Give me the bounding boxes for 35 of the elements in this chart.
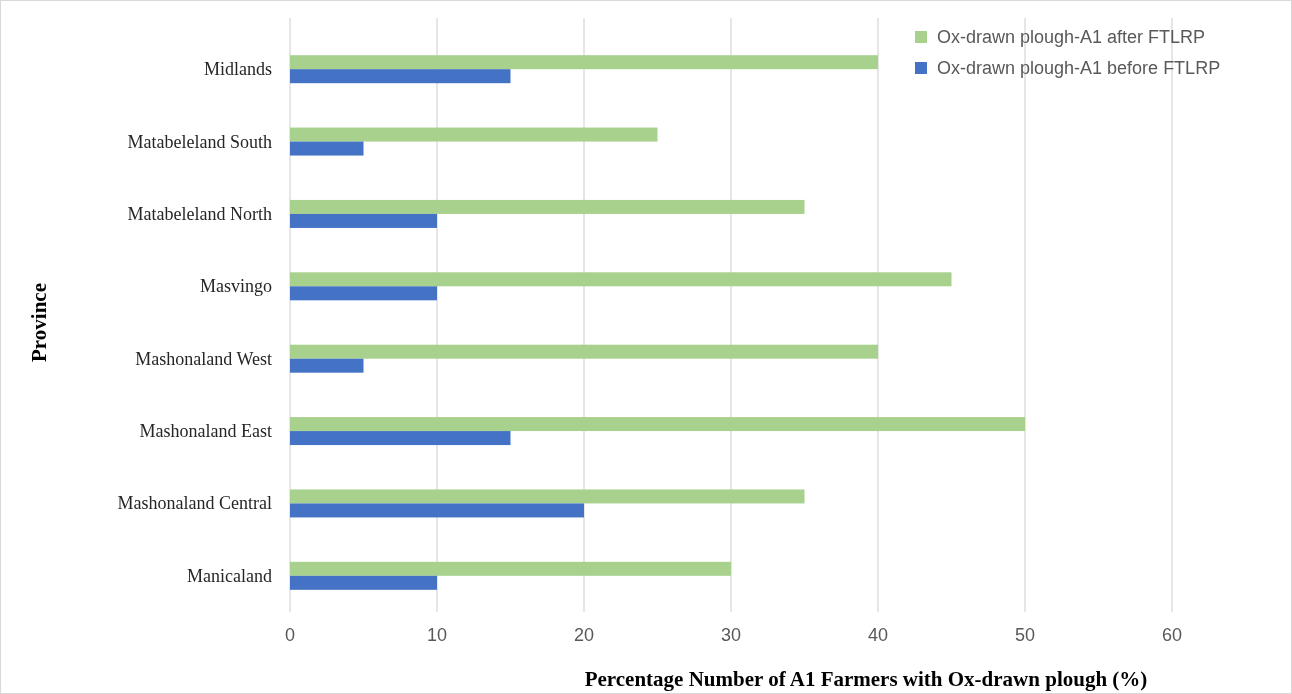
bar <box>290 489 805 504</box>
legend-label: Ox-drawn plough-A1 after FTLRP <box>937 27 1206 47</box>
bar <box>290 503 584 518</box>
bar <box>290 141 364 156</box>
x-tick-label: 10 <box>426 625 448 645</box>
y-tick-label: Mashonaland East <box>139 421 272 442</box>
y-tick-label: Manicaland <box>187 565 272 586</box>
y-tick-label: Mashonaland West <box>135 348 272 369</box>
y-tick-label: Midlands <box>203 59 272 80</box>
legend-label: Ox-drawn plough-A1 before FTLRP <box>937 58 1221 78</box>
bar <box>290 575 437 590</box>
y-tick-label: Matabeleland North <box>127 203 272 224</box>
x-axis-title: Percentage Number of A1 Farmers with Ox-drawn plough (%) <box>584 667 1148 691</box>
bar <box>290 199 805 214</box>
x-tick-label: 50 <box>1014 625 1036 645</box>
x-tick-label: 40 <box>867 625 889 645</box>
x-tick-label: 30 <box>720 625 742 645</box>
bar <box>290 55 878 70</box>
bar <box>290 69 511 84</box>
bar <box>290 213 437 228</box>
bar <box>290 272 952 287</box>
bar <box>290 286 437 301</box>
x-tick-label: 0 <box>284 625 296 645</box>
bar <box>290 561 731 576</box>
y-tick-label: Mashonaland Central <box>117 493 272 514</box>
y-tick-label: Masvingo <box>200 276 272 297</box>
y-tick-label: Matabeleland South <box>127 131 272 152</box>
x-tick-label: 20 <box>573 625 595 645</box>
bar <box>290 358 364 373</box>
y-axis-title: Province <box>27 283 51 362</box>
bar <box>290 344 878 359</box>
bar <box>290 127 658 142</box>
x-tick-label: 60 <box>1161 625 1183 645</box>
bar <box>290 431 511 446</box>
bar <box>290 417 1025 432</box>
